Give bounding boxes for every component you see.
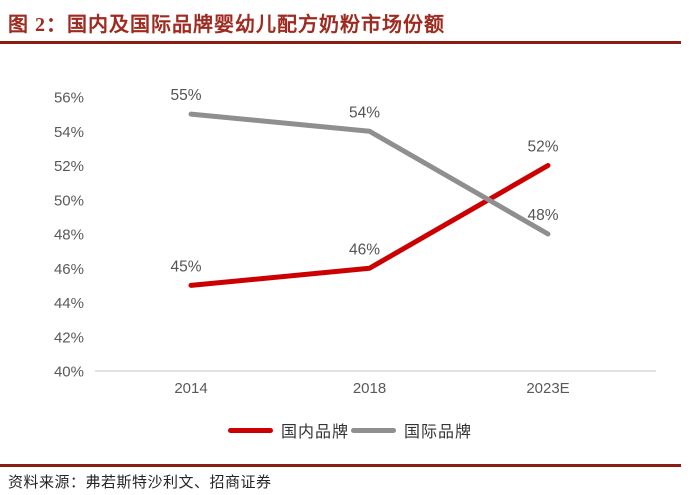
series-line-domestic xyxy=(188,163,551,288)
figure-title: 图 2：国内及国际品牌婴幼儿配方奶粉市场份额 xyxy=(8,14,445,36)
x-axis-tick: 2023E xyxy=(526,380,569,397)
legend-item-international: 国际品牌 xyxy=(351,418,472,442)
data-label-domestic-2023E: 52% xyxy=(527,139,558,156)
title-divider xyxy=(0,41,681,44)
data-label-international-2014: 55% xyxy=(170,87,201,104)
x-axis-tick: 2014 xyxy=(174,380,207,397)
data-label-international-2018: 54% xyxy=(349,104,380,121)
data-label-domestic-2018: 46% xyxy=(349,241,380,258)
series-line-international xyxy=(188,111,551,237)
legend-label-domestic: 国内品牌 xyxy=(280,424,349,441)
legend-swatch-international xyxy=(351,427,396,433)
chart-legend: 国内品牌 国际品牌 xyxy=(0,418,700,442)
legend-item-domestic: 国内品牌 xyxy=(227,418,349,442)
y-axis-tick: 48% xyxy=(54,227,84,244)
legend-swatch-domestic xyxy=(227,427,273,433)
x-axis-tick: 2018 xyxy=(353,380,386,397)
source-divider xyxy=(0,464,681,467)
data-label-domestic-2014: 45% xyxy=(170,258,201,275)
y-axis-tick: 42% xyxy=(54,329,84,346)
y-axis-tick: 52% xyxy=(54,158,84,175)
y-axis-tick: 56% xyxy=(54,90,84,107)
source-note: 资料来源：弗若斯特沙利文、招商证券 xyxy=(8,475,272,491)
line-chart: 40% 42% 44% 46% 48% 50% 52% 54% 56% 2014 2018 2023E… xyxy=(54,87,656,397)
y-axis-tick: 54% xyxy=(54,124,84,141)
y-axis-tick: 44% xyxy=(54,295,84,312)
data-label-international-2023E: 48% xyxy=(527,207,558,224)
y-axis-tick: 50% xyxy=(54,192,84,209)
y-axis-tick: 46% xyxy=(54,261,84,278)
legend-label-international: 国际品牌 xyxy=(404,424,473,441)
y-axis-tick: 40% xyxy=(54,364,84,381)
